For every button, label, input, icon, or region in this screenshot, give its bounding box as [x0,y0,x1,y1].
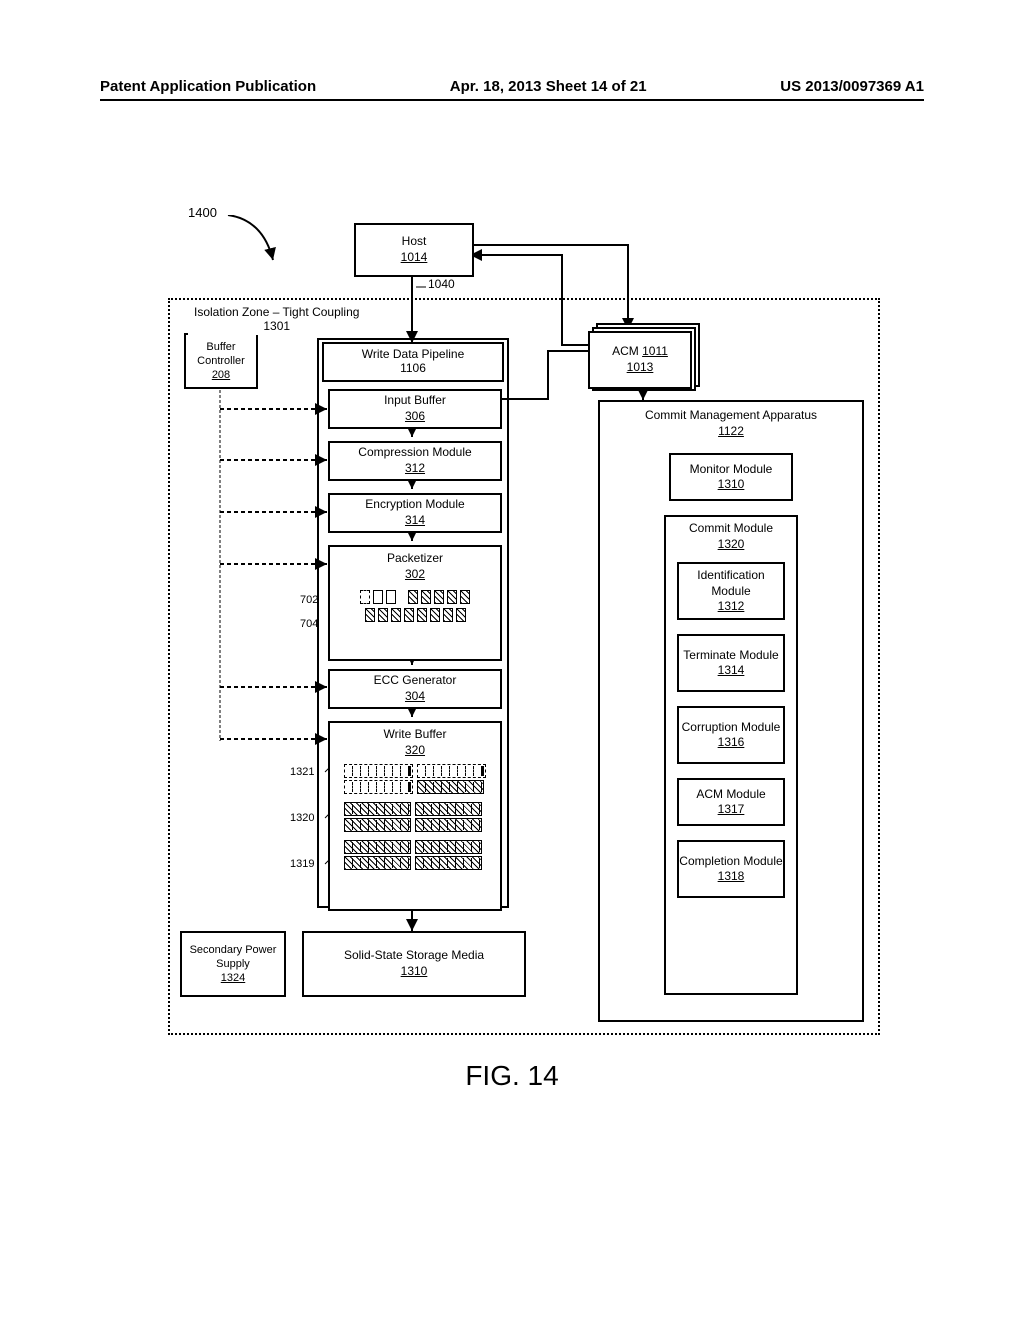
acm-module-title: ACM Module [696,787,765,803]
completion-box: Completion Module 1318 [677,840,785,898]
corruption-title: Corruption Module [682,720,781,736]
secondary-power-title: Secondary Power Supply [182,943,284,972]
input-buffer-title: Input Buffer [384,393,446,409]
buffer-controller-title: Buffer Controller [186,340,256,369]
ref-704: 704 [300,617,318,631]
monitor-module-box: Monitor Module 1310 [669,453,793,501]
commit-title: Commit Module [689,521,773,537]
packetizer-row1 [360,590,470,604]
ecc-box: ECC Generator 304 [328,669,502,709]
write-buffer-ref: 320 [405,743,425,759]
commit-module-box: Commit Module 1320 Identification Module… [664,515,798,995]
ref-1400-label: 1400 [188,205,217,220]
terminate-title: Terminate Module [683,648,778,664]
ref-1320b: 1320 [290,811,314,825]
acm-module-box: ACM Module 1317 [677,778,785,826]
secondary-power-ref: 1324 [221,971,245,985]
acm-title: ACM [612,344,639,358]
isolation-title: Isolation Zone – Tight Coupling [194,305,359,319]
figure-label: FIG. 14 [0,1060,1024,1092]
commit-mgmt-ref: 1122 [718,424,744,440]
write-buffer-title: Write Buffer [384,727,447,743]
packetizer-box: Packetizer 302 702 704 [328,545,502,661]
packetizer-title: Packetizer [387,551,443,567]
host-ref: 1014 [401,250,428,266]
ref-1040: 1040 [428,277,455,291]
encryption-box: Encryption Module 314 [328,493,502,533]
identification-ref: 1312 [718,599,745,615]
commit-ref: 1320 [718,537,745,553]
acm-subref: 1013 [627,360,654,376]
isolation-zone-label: Isolation Zone – Tight Coupling 1301 [188,303,365,335]
write-data-pipeline-label: Write Data Pipeline 1106 [333,347,493,375]
terminate-box: Terminate Module 1314 [677,634,785,692]
header-center: Apr. 18, 2013 Sheet 14 of 21 [450,78,647,95]
completion-ref: 1318 [718,869,745,885]
ss-storage-ref: 1310 [401,964,428,980]
ecc-title: ECC Generator [374,673,457,689]
buffer-controller-box: Buffer Controller 208 [184,333,258,389]
page-header: Patent Application Publication Apr. 18, … [100,78,924,101]
input-buffer-box: Input Buffer 306 [328,389,502,429]
monitor-ref: 1310 [718,477,745,493]
monitor-title: Monitor Module [690,462,773,478]
corruption-ref: 1316 [718,735,745,751]
page: Patent Application Publication Apr. 18, … [0,0,1024,1320]
write-buffer-cells [344,764,486,870]
acm-ref: 1011 [642,344,668,358]
terminate-ref: 1314 [718,663,745,679]
wdp-ref: 1106 [400,361,426,375]
encryption-title: Encryption Module [365,497,464,513]
host-title: Host [402,234,427,250]
ss-storage-box: Solid-State Storage Media 1310 [302,931,526,997]
completion-title: Completion Module [679,854,782,870]
commit-mgmt-box: Commit Management Apparatus 1122 Monitor… [598,400,864,1022]
ref-702: 702 [300,593,318,607]
compression-ref: 312 [405,461,425,477]
write-buffer-box: Write Buffer 320 1321 1320 1319 [328,721,502,911]
header-left: Patent Application Publication [100,78,316,95]
input-buffer-ref: 306 [405,409,425,425]
host-box: Host 1014 [354,223,474,277]
encryption-ref: 314 [405,513,425,529]
identification-box: Identification Module 1312 [677,562,785,620]
compression-box: Compression Module 312 [328,441,502,481]
commit-mgmt-title: Commit Management Apparatus [645,408,817,424]
ref-1321: 1321 [290,765,314,779]
packetizer-row2 [365,608,466,622]
ref-1319: 1319 [290,857,314,871]
identification-title: Identification Module [679,568,783,599]
isolation-ref: 1301 [263,319,290,333]
buffer-controller-ref: 208 [212,368,230,382]
diagram: 1400 [168,215,880,1035]
ecc-ref: 304 [405,689,425,705]
acm-box: ACM 1011 1013 [588,331,692,389]
acm-module-ref: 1317 [718,802,745,818]
packetizer-ref: 302 [405,567,425,583]
ss-storage-title: Solid-State Storage Media [344,948,484,964]
header-right: US 2013/0097369 A1 [780,78,924,95]
secondary-power-box: Secondary Power Supply 1324 [180,931,286,997]
compression-title: Compression Module [358,445,471,461]
wdp-title: Write Data Pipeline [362,347,465,361]
corruption-box: Corruption Module 1316 [677,706,785,764]
